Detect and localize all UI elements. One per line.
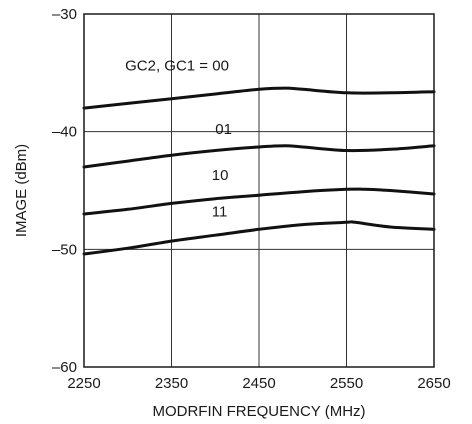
y-axis-label: IMAGE (dBm) [13,144,30,237]
y-tick-label: –50 [52,241,77,258]
series-label-1: 01 [215,121,232,138]
x-tick-label: 2250 [67,375,100,392]
series-label-3: 11 [212,203,228,220]
x-tick-label: 2450 [242,375,275,392]
series-lines [82,86,436,256]
y-tick-labels: –30 –40 –50 –60 [52,6,77,376]
series-label-2: 10 [212,167,229,184]
y-tick-label: –40 [52,124,77,141]
x-tick-label: 2350 [155,375,188,392]
series-line-3 [82,220,436,256]
y-tick-label: –30 [52,6,77,23]
series-line-0 [82,86,436,110]
series-label-0: GC2, GC1 = 00 [125,57,229,74]
x-axis-label: MODRFIN FREQUENCY (MHz) [152,403,365,420]
series-line-2 [82,187,436,216]
x-tick-label: 2550 [330,375,363,392]
x-tick-label: 2650 [417,375,450,392]
series-labels: GC2, GC1 = 00 01 10 11 [125,57,232,220]
plot-frame [83,13,435,368]
y-tick-label: –60 [52,359,77,376]
series-line-1 [82,144,436,169]
x-tick-labels: 2250 2350 2450 2550 2650 [67,375,450,392]
